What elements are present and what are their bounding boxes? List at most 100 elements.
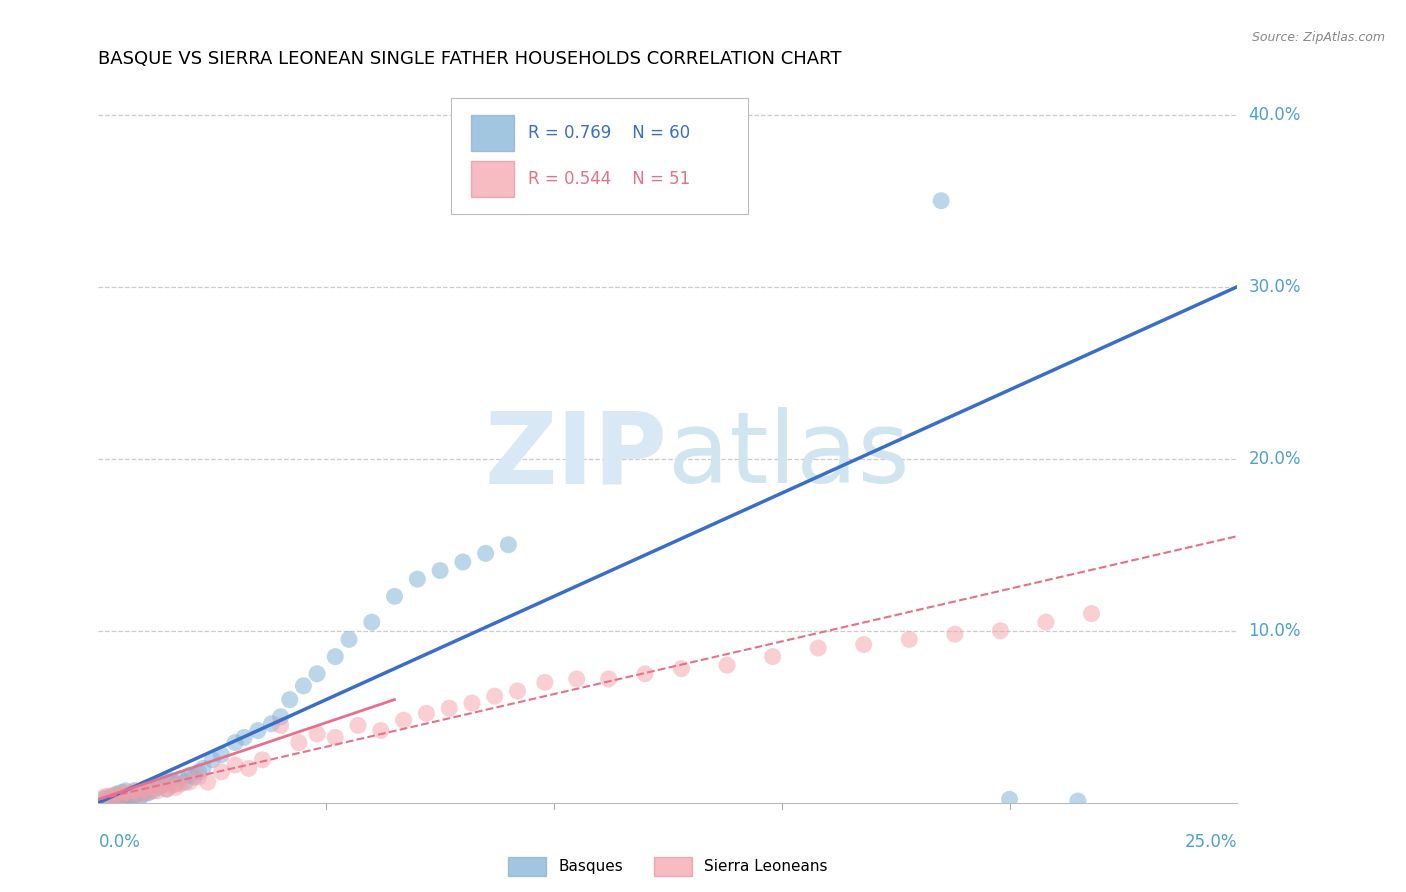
Point: [110, 785, 132, 799]
Text: Source: ZipAtlas.com: Source: ZipAtlas.com: [1251, 31, 1385, 45]
Point: [142, 784, 165, 798]
Point: [138, 785, 160, 799]
Point: [183, 770, 205, 784]
Point: [150, 779, 173, 793]
Point: [174, 775, 197, 789]
Point: [132, 787, 155, 801]
Point: [110, 794, 132, 808]
Point: [209, 764, 232, 779]
Point: [91, 792, 114, 806]
Point: [288, 735, 311, 749]
Point: [201, 753, 224, 767]
Point: [105, 794, 128, 808]
Point: [323, 649, 346, 664]
Point: [998, 792, 1021, 806]
Point: [146, 784, 169, 798]
Point: [110, 790, 132, 805]
Point: [120, 790, 142, 805]
Point: [565, 672, 588, 686]
Point: [138, 780, 160, 795]
Point: [132, 782, 155, 797]
Point: [898, 632, 921, 647]
Point: [96, 789, 118, 803]
Point: [114, 784, 136, 798]
Point: [484, 689, 506, 703]
Text: 0.0%: 0.0%: [98, 833, 141, 851]
Point: [160, 779, 183, 793]
Text: R = 0.544    N = 51: R = 0.544 N = 51: [527, 170, 690, 188]
Point: [179, 775, 201, 789]
Text: 10.0%: 10.0%: [1249, 622, 1301, 640]
Point: [105, 790, 128, 805]
Point: [124, 784, 146, 798]
Point: [323, 731, 346, 745]
Point: [193, 761, 215, 775]
Point: [165, 780, 187, 795]
Point: [1080, 607, 1102, 621]
Point: [415, 706, 437, 721]
FancyBboxPatch shape: [471, 115, 515, 151]
Point: [187, 764, 209, 779]
Point: [498, 538, 520, 552]
Point: [307, 666, 329, 681]
Point: [114, 785, 136, 799]
Point: [392, 713, 415, 727]
Point: [233, 731, 256, 745]
Point: [506, 684, 529, 698]
Point: [252, 753, 274, 767]
Point: [990, 624, 1012, 638]
Point: [224, 758, 246, 772]
Point: [270, 710, 292, 724]
Text: 40.0%: 40.0%: [1249, 105, 1301, 124]
Point: [943, 627, 966, 641]
Point: [406, 572, 429, 586]
Point: [138, 785, 160, 799]
Point: [160, 773, 183, 788]
Legend: Basques, Sierra Leoneans: Basques, Sierra Leoneans: [502, 851, 834, 882]
Point: [124, 789, 146, 803]
Point: [156, 782, 179, 797]
Point: [105, 787, 128, 801]
Point: [124, 784, 146, 798]
Text: 30.0%: 30.0%: [1249, 277, 1301, 296]
Point: [146, 780, 169, 795]
Point: [132, 782, 155, 797]
Point: [128, 787, 150, 801]
Point: [634, 666, 657, 681]
Point: [278, 692, 301, 706]
Point: [96, 794, 118, 808]
Point: [101, 792, 124, 806]
Point: [437, 701, 460, 715]
Point: [929, 194, 952, 208]
Point: [169, 772, 191, 786]
Point: [347, 718, 370, 732]
Point: [187, 770, 209, 784]
Text: 20.0%: 20.0%: [1249, 450, 1301, 467]
Point: [716, 658, 738, 673]
Text: ZIP: ZIP: [485, 408, 668, 505]
Point: [1035, 615, 1057, 630]
Point: [260, 716, 283, 731]
Point: [598, 672, 620, 686]
Point: [91, 790, 114, 805]
Point: [128, 785, 150, 799]
Point: [474, 546, 496, 560]
Point: [370, 723, 392, 738]
Point: [128, 790, 150, 805]
Point: [169, 777, 191, 791]
Point: [246, 723, 269, 738]
Point: [165, 777, 187, 791]
Point: [105, 787, 128, 801]
Point: [120, 787, 142, 801]
Text: BASQUE VS SIERRA LEONEAN SINGLE FATHER HOUSEHOLDS CORRELATION CHART: BASQUE VS SIERRA LEONEAN SINGLE FATHER H…: [98, 50, 842, 68]
Point: [120, 787, 142, 801]
Point: [150, 777, 173, 791]
Point: [224, 735, 246, 749]
Point: [142, 779, 165, 793]
Point: [110, 789, 132, 803]
Text: atlas: atlas: [668, 408, 910, 505]
Point: [197, 775, 219, 789]
Point: [209, 747, 232, 762]
Point: [156, 775, 179, 789]
Point: [429, 564, 451, 578]
